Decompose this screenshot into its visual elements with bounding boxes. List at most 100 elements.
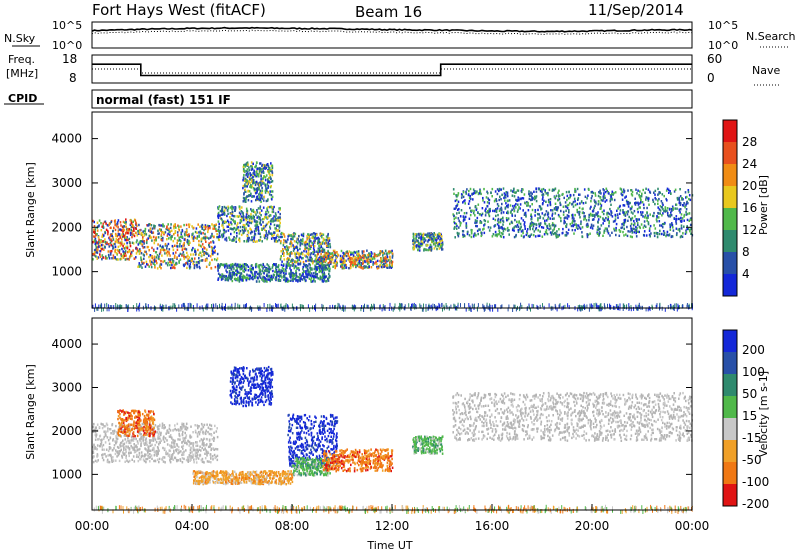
echo-cell	[546, 226, 549, 229]
echo-cell	[668, 191, 670, 194]
echo-cell	[133, 229, 135, 232]
echo-cell	[250, 165, 252, 168]
echo-cell	[513, 195, 516, 198]
echo-cell	[544, 213, 547, 216]
echo-cell	[288, 257, 291, 261]
echo-cell	[154, 225, 156, 228]
echo-cell	[305, 271, 307, 275]
echo-cell	[221, 213, 224, 216]
echo-cell	[242, 200, 245, 203]
echo-cell	[218, 230, 220, 233]
echo-cell	[185, 231, 187, 234]
echo-cell	[513, 226, 515, 229]
echo-cell	[246, 276, 248, 279]
echo-cell	[218, 205, 221, 208]
echo-cell	[500, 188, 502, 191]
echo-cell	[263, 167, 265, 170]
echo-cell	[261, 194, 263, 197]
echo-cell	[431, 240, 433, 243]
echo-cell	[497, 213, 499, 217]
echo-cell	[257, 175, 260, 178]
echo-cell	[512, 204, 514, 208]
echo-cell	[555, 234, 557, 237]
echo-cell	[623, 204, 626, 207]
echo-cell	[223, 228, 226, 232]
echo-cell	[417, 248, 419, 252]
echo-cell	[340, 258, 343, 262]
echo-cell	[252, 162, 254, 165]
nave-series-line	[92, 68, 692, 74]
noise-cell	[322, 304, 324, 309]
echo-cell	[174, 244, 176, 247]
echo-cell	[349, 266, 352, 269]
echo-cell	[667, 213, 669, 217]
echo-cell	[460, 221, 462, 225]
station-title: Fort Hays West (fitACF)	[92, 1, 266, 19]
echo-cell	[198, 243, 200, 246]
echo-cell	[679, 208, 682, 211]
echo-cell	[327, 261, 330, 265]
echo-cell	[498, 231, 501, 234]
echo-cell	[256, 189, 258, 193]
echo-cell	[226, 278, 229, 282]
echo-cell	[354, 257, 357, 260]
echo-cell	[317, 247, 320, 250]
echo-cell	[455, 227, 458, 230]
echo-cell	[322, 275, 324, 278]
echo-cell	[565, 209, 567, 212]
echo-cell	[143, 242, 145, 245]
echo-cell	[646, 211, 648, 215]
noise-cell	[263, 303, 265, 307]
echo-cell	[259, 162, 262, 165]
echo-cell	[99, 241, 101, 244]
echo-cell	[198, 231, 200, 234]
echo-cell	[531, 198, 533, 201]
echo-cell	[468, 217, 471, 220]
echo-cell	[475, 208, 478, 212]
echo-cell	[92, 253, 95, 256]
echo-cell	[328, 239, 331, 242]
echo-cell	[379, 250, 382, 253]
echo-cell	[238, 278, 241, 282]
echo-cell	[549, 227, 552, 230]
echo-cell	[603, 209, 605, 212]
echo-cell	[602, 222, 604, 225]
echo-cell	[584, 215, 586, 218]
echo-cell	[266, 222, 269, 225]
echo-cell	[357, 257, 360, 260]
echo-cell	[250, 238, 252, 242]
echo-cell	[483, 224, 485, 227]
echo-cell	[325, 244, 328, 248]
echo-cell	[169, 226, 172, 230]
echo-cell	[525, 233, 528, 237]
echo-cell	[487, 220, 489, 223]
echo-cell	[217, 220, 220, 223]
echo-cell	[524, 227, 526, 230]
echo-cell	[311, 274, 314, 277]
echo-cell	[208, 244, 210, 247]
echo-cell	[261, 218, 264, 221]
echo-cell	[259, 191, 261, 195]
noise-cell	[315, 307, 316, 312]
echo-cell	[233, 263, 236, 267]
echo-cell	[474, 219, 477, 222]
echo-cell	[542, 187, 545, 191]
echo-cell	[278, 275, 281, 278]
echo-cell	[229, 227, 232, 230]
echo-cell	[603, 229, 606, 233]
echo-cell	[314, 276, 317, 279]
echo-cell	[350, 257, 353, 260]
echo-cell	[234, 262, 237, 266]
echo-cell	[246, 221, 249, 224]
echo-cell	[454, 225, 456, 229]
echo-cell	[159, 248, 162, 252]
echo-cell	[93, 220, 95, 224]
echo-cell	[191, 249, 193, 252]
echo-cell	[588, 216, 590, 219]
echo-cell	[274, 277, 277, 281]
echo-cell	[270, 177, 272, 181]
echo-cell	[390, 251, 392, 254]
echo-cell	[167, 237, 170, 240]
echo-cell	[484, 209, 486, 212]
echo-cell	[260, 178, 262, 181]
